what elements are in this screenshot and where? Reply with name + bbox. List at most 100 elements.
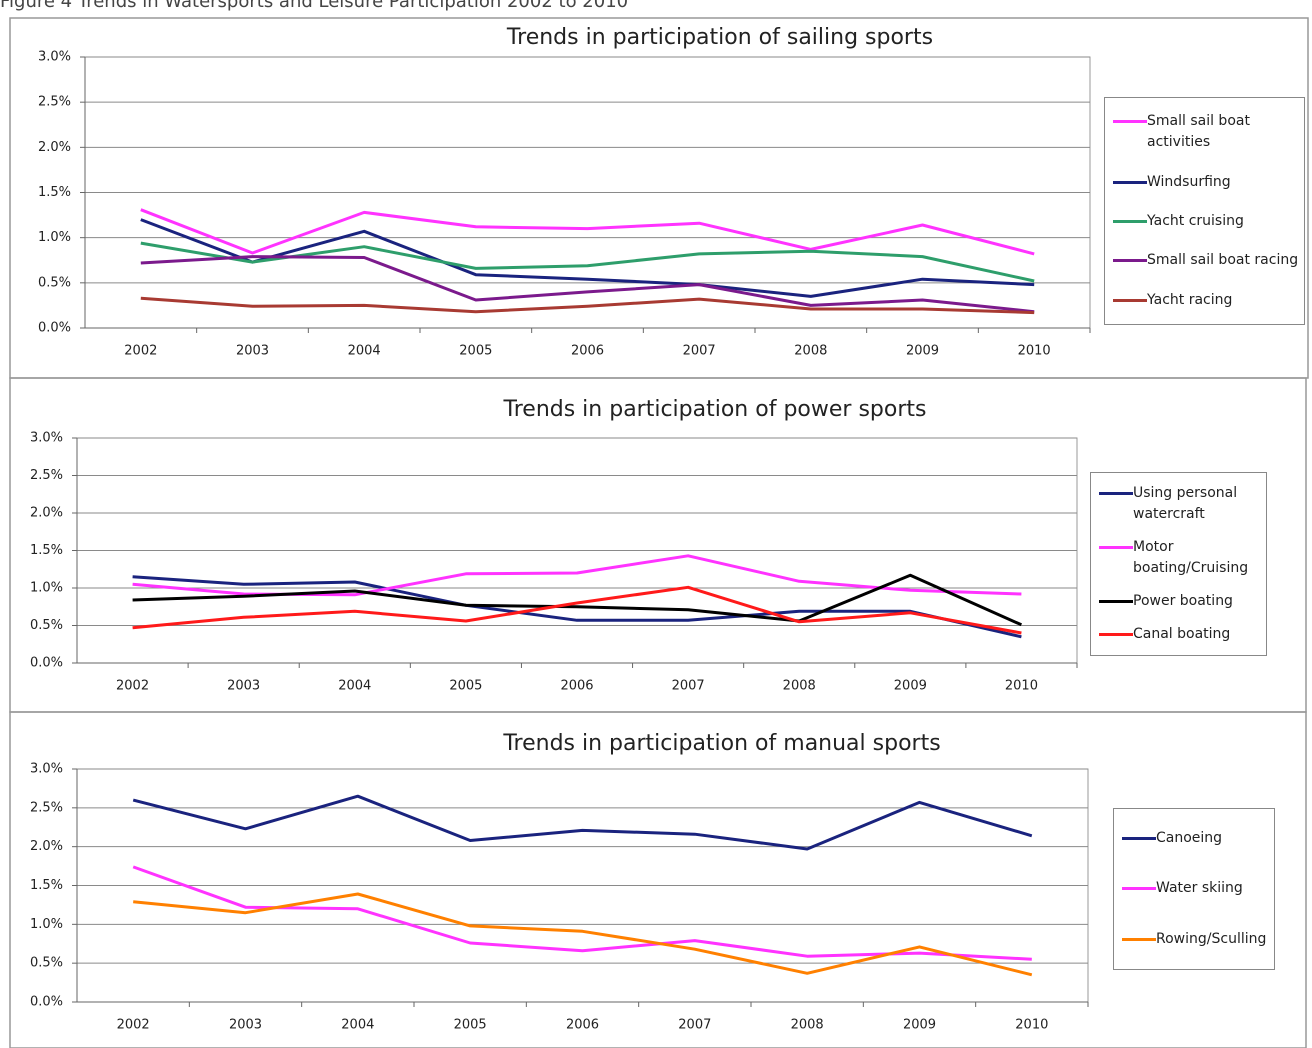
series-line [140, 255, 1035, 314]
x-tick-label: 2004 [348, 344, 381, 359]
legend-swatch [1099, 546, 1133, 549]
legend-entry: Rowing/Sculling [1122, 929, 1270, 950]
x-tick-label: 2002 [124, 344, 157, 359]
chart-title: Trends in participation of sailing sport… [506, 25, 933, 50]
y-tick-label: 0.5% [38, 275, 71, 290]
legend-label: Motor boating/Cruising [1133, 539, 1249, 576]
legend-swatch [1099, 633, 1133, 636]
x-tick-label: 2003 [227, 679, 260, 694]
y-tick-label: 3.0% [30, 431, 63, 446]
x-tick-label: 2005 [449, 679, 482, 694]
figure-caption: Figure 4 Trends in Watersports and Leisu… [0, 0, 628, 12]
x-tick-label: 2003 [236, 344, 269, 359]
x-tick-label: 2005 [459, 344, 492, 359]
panel-border [9, 711, 1307, 1048]
x-tick-label: 2002 [117, 1018, 150, 1033]
series-line [140, 208, 1035, 256]
x-tick-label: 2004 [341, 1018, 374, 1033]
x-tick-label: 2009 [894, 679, 927, 694]
legend-label: Small sail boat activities [1147, 113, 1250, 151]
legend-swatch [1113, 180, 1147, 184]
x-tick-label: 2008 [794, 344, 827, 359]
y-tick-label: 0.0% [30, 656, 63, 671]
series-line [132, 575, 1022, 639]
x-tick-label: 2006 [566, 1018, 599, 1033]
legend-label: Small sail boat racing [1147, 252, 1299, 269]
legend-entry: Water skiing [1122, 878, 1270, 899]
legend-swatch [1099, 600, 1133, 603]
series-line [132, 585, 1022, 635]
legend-entry: Yacht cruising [1113, 211, 1300, 232]
x-tick-label: 2007 [683, 344, 716, 359]
legend-label: Yacht racing [1147, 291, 1233, 308]
legend-swatch [1122, 836, 1156, 840]
legend-label: Canal boating [1133, 626, 1231, 642]
y-tick-label: 1.5% [30, 543, 63, 558]
y-tick-label: 0.0% [38, 321, 71, 336]
legend-entry: Using personal watercraft [1099, 483, 1262, 525]
legend-entry: Canoeing [1122, 828, 1270, 849]
legend-swatch [1113, 219, 1147, 223]
x-tick-label: 2007 [678, 1018, 711, 1033]
x-tick-label: 2005 [454, 1018, 487, 1033]
y-tick-label: 1.0% [38, 230, 71, 245]
legend-label: Power boating [1133, 593, 1233, 609]
y-tick-label: 2.5% [30, 800, 63, 815]
legend-entry: Canal boating [1099, 624, 1262, 645]
legend-entry: Windsurfing [1113, 172, 1300, 193]
y-tick-label: 2.0% [30, 506, 63, 521]
x-tick-label: 2008 [783, 679, 816, 694]
legend-entry: Yacht racing [1113, 290, 1300, 311]
legend-swatch [1122, 887, 1156, 891]
y-tick-label: 3.0% [30, 762, 63, 777]
legend-label: Rowing/Sculling [1156, 931, 1267, 948]
legend-label: Canoeing [1156, 829, 1223, 846]
y-tick-label: 1.0% [30, 581, 63, 596]
legend-label: Yacht cruising [1147, 212, 1244, 229]
x-tick-label: 2004 [338, 679, 371, 694]
y-tick-label: 2.5% [38, 95, 71, 110]
x-tick-label: 2009 [906, 344, 939, 359]
legend-swatch [1122, 938, 1156, 942]
y-tick-label: 0.0% [30, 995, 63, 1010]
legend-entry: Power boating [1099, 591, 1262, 612]
series-line [140, 296, 1035, 315]
y-tick-label: 0.5% [30, 618, 63, 633]
series-line [140, 218, 1035, 298]
x-tick-label: 2009 [903, 1018, 936, 1033]
y-tick-label: 1.5% [38, 185, 71, 200]
legend-entry: Motor boating/Cruising [1099, 537, 1262, 579]
x-tick-label: 2006 [560, 679, 593, 694]
y-tick-label: 1.5% [30, 878, 63, 893]
chart-title: Trends in participation of power sports [503, 397, 927, 422]
y-tick-label: 2.0% [38, 140, 71, 155]
y-tick-label: 3.0% [38, 50, 71, 65]
legend-entry: Small sail boat activities [1113, 111, 1300, 153]
y-tick-label: 1.0% [30, 917, 63, 932]
legend-swatch [1113, 120, 1147, 124]
legend-swatch [1099, 492, 1133, 495]
legend: Canoeing Water skiing Rowing/Sculling [1113, 808, 1275, 970]
x-tick-label: 2010 [1005, 679, 1038, 694]
series-line [133, 892, 1033, 977]
x-tick-label: 2002 [116, 679, 149, 694]
legend: Small sail boat activities Windsurfing Yac… [1104, 97, 1305, 325]
x-tick-label: 2010 [1015, 1018, 1048, 1033]
x-tick-label: 2006 [571, 344, 604, 359]
legend-label: Using personal watercraft [1133, 485, 1238, 522]
x-tick-label: 2008 [791, 1018, 824, 1033]
chart-title: Trends in participation of manual sports [502, 731, 940, 756]
y-tick-label: 2.5% [30, 468, 63, 483]
legend-swatch [1113, 298, 1147, 302]
series-line [132, 573, 1023, 627]
legend-label: Water skiing [1156, 880, 1243, 897]
x-tick-label: 2010 [1018, 344, 1051, 359]
y-tick-label: 2.0% [30, 839, 63, 854]
y-tick-label: 0.5% [30, 956, 63, 971]
legend: Using personal watercraft Motor boating/C… [1090, 472, 1267, 656]
legend-label: Windsurfing [1147, 173, 1231, 190]
x-tick-label: 2007 [672, 679, 705, 694]
legend-entry: Small sail boat racing [1113, 250, 1300, 271]
